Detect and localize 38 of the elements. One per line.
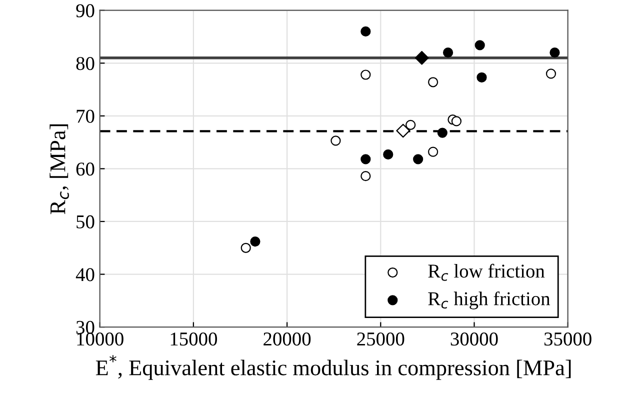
y-tick-label: 70 [76, 110, 94, 123]
x-tick-label: 15000 [170, 332, 218, 346]
x-axis-title: E$^{*}$, Equivalent elastic modulus in compression [MPa] [96, 355, 571, 380]
y-tick-label: 60 [76, 162, 94, 176]
point [451, 116, 462, 126]
point [396, 124, 410, 138]
x-tick-label: 35000 [544, 332, 592, 346]
x-tick-label: 10000 [77, 332, 124, 346]
legend-label: R$_{c}$ low friction [428, 264, 545, 281]
point [476, 72, 487, 82]
point [360, 70, 371, 80]
point [360, 154, 371, 164]
point [550, 48, 560, 58]
point [546, 68, 556, 79]
y-axis-title: R$_{c}$, [MPa] [50, 124, 69, 214]
y-tick-label: 40 [76, 268, 94, 282]
point [406, 120, 416, 130]
x-tick-label: 25000 [357, 332, 404, 346]
point [414, 50, 429, 65]
point [360, 26, 371, 37]
y-tick-label: 80 [76, 56, 94, 70]
point [360, 171, 371, 182]
x-tick-label: 30000 [450, 332, 498, 346]
point [413, 154, 424, 164]
y-tick-label: 90 [76, 4, 94, 18]
point [240, 242, 251, 253]
point [437, 128, 448, 138]
legend-label: R$_{c}$ high friction [428, 291, 550, 310]
point [442, 48, 454, 58]
y-tick-label: 50 [76, 215, 94, 228]
y-tick-label: 30 [76, 320, 94, 334]
point [330, 136, 341, 146]
point [250, 236, 260, 247]
x-tick-label: 20000 [264, 332, 311, 346]
point [428, 146, 438, 157]
point [474, 40, 485, 50]
point [428, 77, 438, 88]
point [383, 149, 394, 160]
